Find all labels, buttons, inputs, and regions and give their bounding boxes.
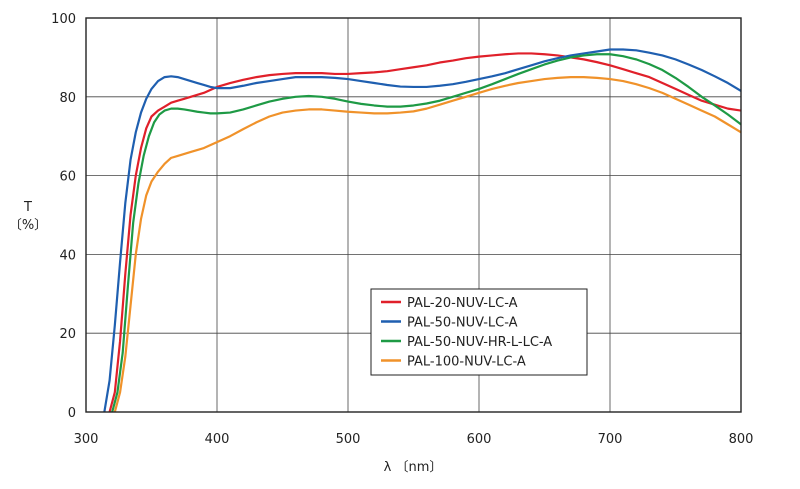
x-tick-label: 500	[336, 432, 361, 447]
x-tick-label: 800	[729, 432, 754, 447]
x-tick-label: 300	[74, 432, 99, 447]
grid-lines	[86, 18, 741, 412]
series-line-2	[103, 48, 741, 412]
series-line-4	[113, 76, 741, 412]
x-tick-labels: 300 400 500 600 700 800	[74, 432, 754, 447]
plot-frame	[85, 17, 742, 413]
x-tick-label: 400	[205, 432, 230, 447]
y-axis-label-unit: 〔%〕	[9, 218, 47, 233]
legend-label: PAL-20-NUV-LC-A	[407, 296, 518, 311]
legend-label: PAL-50-NUV-HR-L-LC-A	[407, 335, 552, 350]
x-tick-label: 600	[467, 432, 492, 447]
y-tick-labels: 0 20 40 60 80 100	[51, 12, 76, 421]
legend: PAL-20-NUV-LC-A PAL-50-NUV-LC-A PAL-50-NUV…	[370, 288, 588, 376]
y-tick-label: 60	[59, 170, 76, 185]
y-axis-label-symbol: T	[23, 200, 32, 215]
legend-label: PAL-100-NUV-LC-A	[407, 355, 526, 370]
x-tick-label: 700	[598, 432, 623, 447]
series-lines	[103, 48, 741, 412]
y-tick-label: 40	[59, 248, 76, 263]
y-tick-label: 0	[68, 406, 76, 421]
y-tick-label: 80	[59, 91, 76, 106]
x-axis-label: λ 〔nm〕	[384, 460, 443, 475]
y-tick-label: 20	[59, 327, 76, 342]
y-tick-label: 100	[51, 12, 76, 27]
series-line-1	[108, 52, 741, 412]
legend-box	[370, 288, 588, 376]
series-line-3	[111, 53, 741, 412]
legend-label: PAL-50-NUV-LC-A	[407, 316, 518, 331]
